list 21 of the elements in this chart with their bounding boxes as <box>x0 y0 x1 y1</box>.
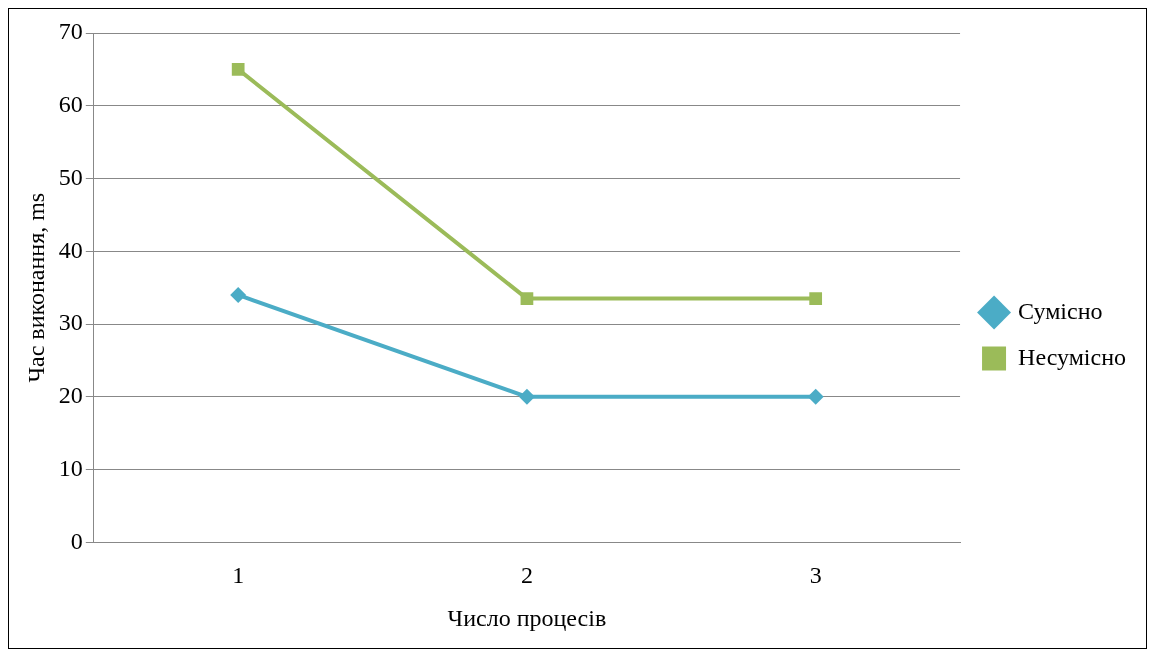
y-tick-label: 10 <box>58 454 83 481</box>
y-tick-label: 20 <box>58 382 83 409</box>
y-tick-label: 50 <box>58 163 83 190</box>
point <box>231 63 245 76</box>
point <box>809 292 823 305</box>
x-tick-label: 1 <box>232 562 245 589</box>
point <box>807 388 824 405</box>
y-tick-label: 30 <box>58 309 83 336</box>
y-axis-title: Час виконання, ms <box>22 192 49 383</box>
y-tick-label: 40 <box>58 236 83 263</box>
y-tick-label: 0 <box>70 527 83 554</box>
x-axis-title: Число процесів <box>447 604 607 631</box>
legend-label: Сумісно <box>1018 297 1103 324</box>
point <box>520 292 534 305</box>
x-tick-label: 3 <box>809 562 822 589</box>
legend-label: Несумісно <box>1018 343 1126 370</box>
x-tick-label: 2 <box>520 562 533 589</box>
y-tick-label: 60 <box>58 91 83 118</box>
point <box>518 388 535 405</box>
y-tick-label: 70 <box>58 18 83 45</box>
point <box>230 286 247 303</box>
